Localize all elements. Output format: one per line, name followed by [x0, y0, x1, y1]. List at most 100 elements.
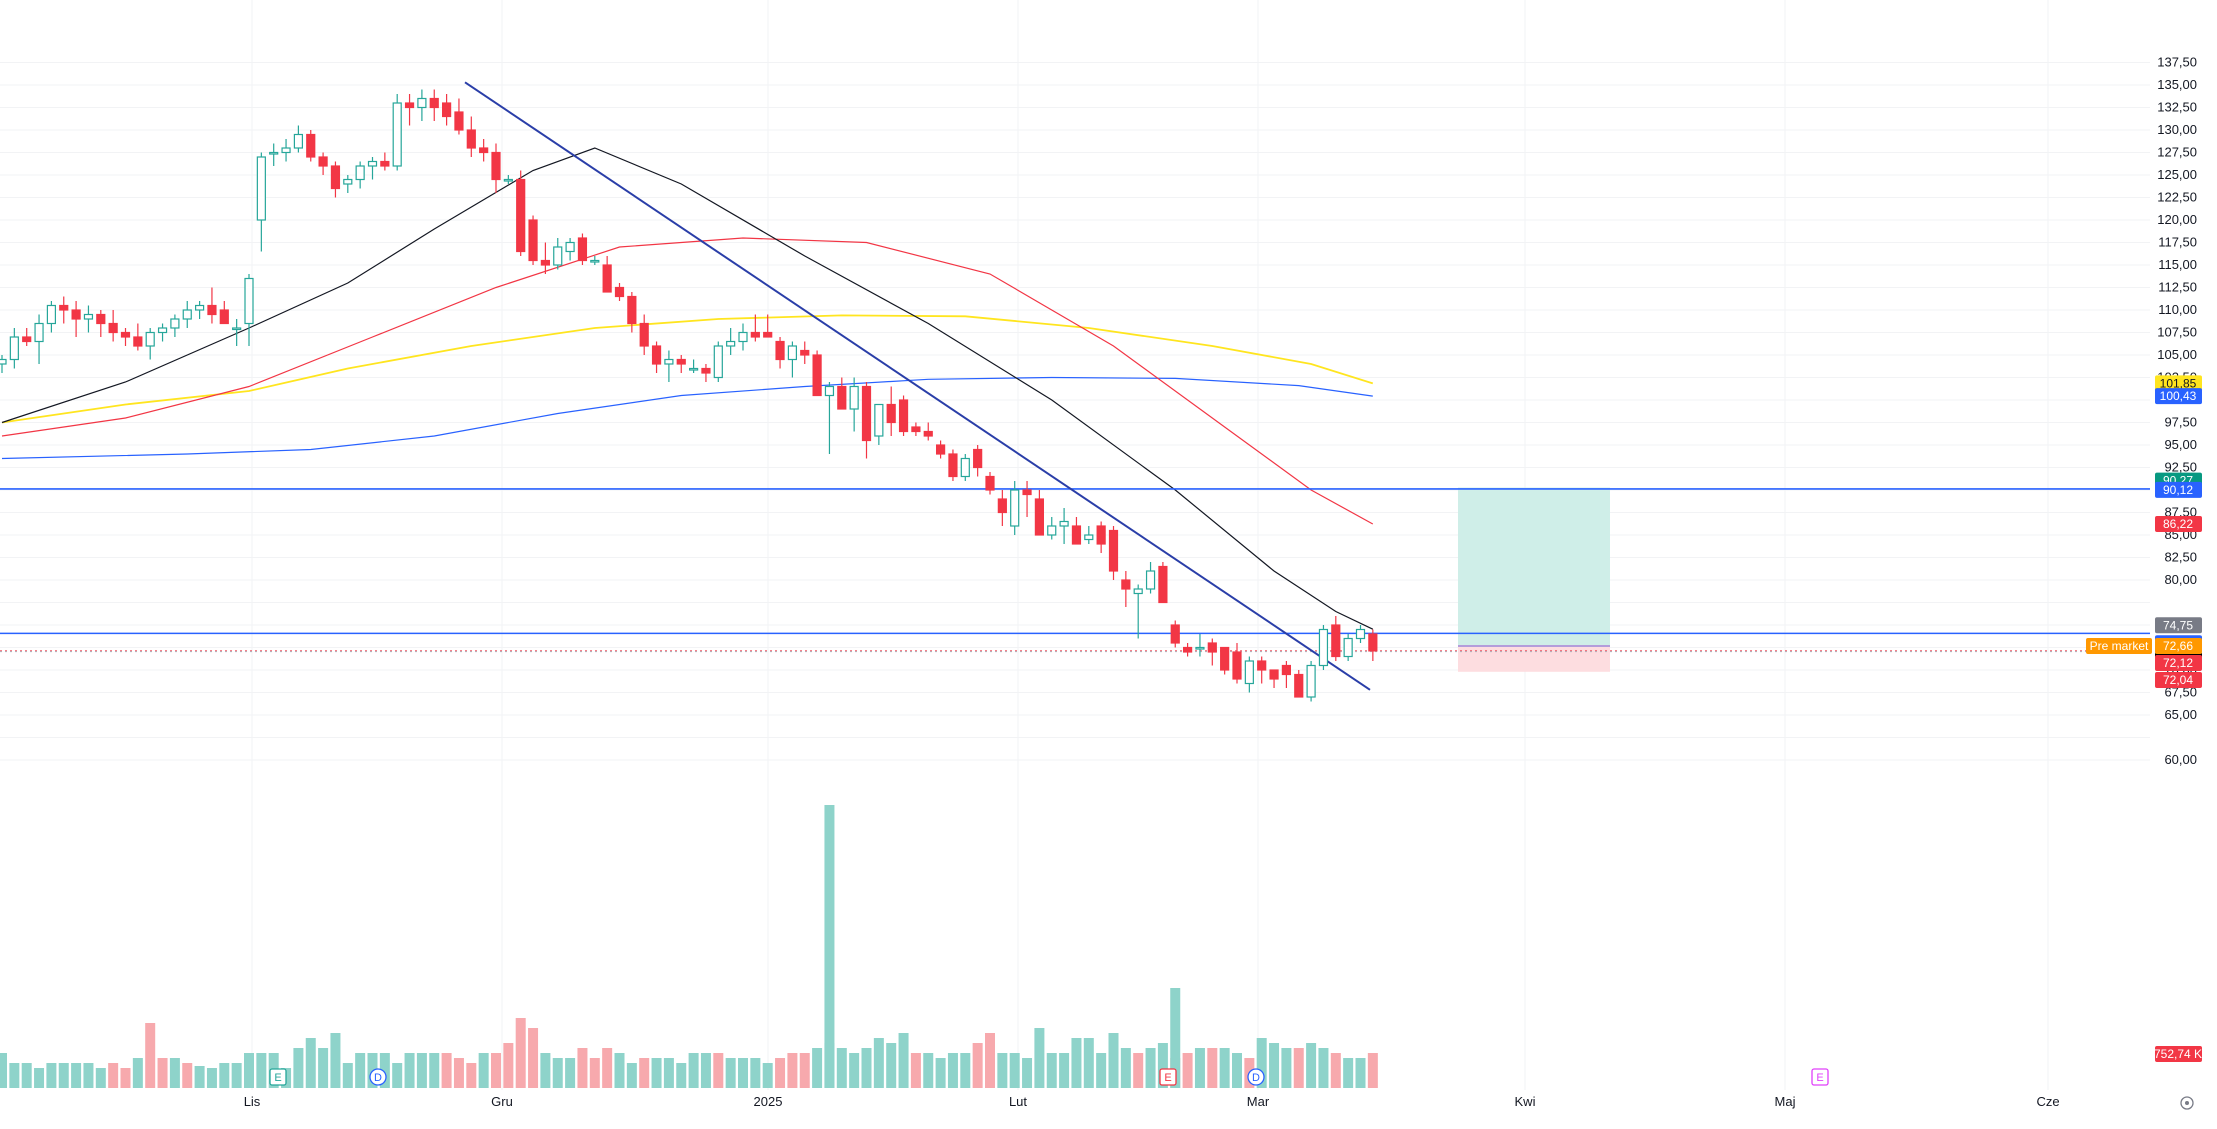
- earnings-marker: [1159, 1068, 1177, 1086]
- volume-bar: [738, 1058, 748, 1088]
- volume-bar: [318, 1048, 329, 1088]
- price-tick-label: 80,00: [2164, 572, 2197, 587]
- candle-down: [1281, 664, 1292, 676]
- candle-down: [1182, 646, 1193, 653]
- candle-down: [837, 385, 847, 410]
- volume-bar: [997, 1053, 1008, 1088]
- candle-down: [861, 385, 872, 442]
- premarket-tag: [2086, 638, 2152, 655]
- volume-bar: [861, 1048, 872, 1088]
- dividend-marker: [369, 1068, 387, 1086]
- volume-bar: [71, 1063, 82, 1088]
- volume-bar: [169, 1058, 180, 1088]
- candle-up: [293, 133, 303, 149]
- candle-up: [824, 385, 835, 397]
- ma100-line: [1, 314, 1374, 424]
- volume-tag: [2155, 1046, 2202, 1062]
- candle-down: [22, 336, 32, 343]
- volume-bar: [812, 1048, 823, 1088]
- candle-down: [306, 133, 316, 158]
- volume-bar: [9, 1063, 20, 1088]
- candle-up: [145, 331, 155, 347]
- volume-spike: [824, 805, 835, 1088]
- candle-down: [1121, 579, 1131, 590]
- volume-bar: [244, 1053, 254, 1088]
- volume-bar: [429, 1053, 440, 1088]
- volume-bar: [330, 1033, 341, 1088]
- candle-up: [688, 367, 699, 371]
- volume-bar: [1120, 1048, 1131, 1088]
- volume-bar: [528, 1028, 539, 1088]
- gear-icon[interactable]: [2180, 1096, 2194, 1110]
- price-tick-label: 137,50: [2157, 55, 2197, 70]
- candle-down: [133, 336, 143, 347]
- trendline[interactable]: [464, 81, 1371, 691]
- volume-bar: [639, 1058, 650, 1088]
- volume-bar: [1330, 1053, 1341, 1088]
- ma50-line: [1, 237, 1374, 525]
- candle-up: [1195, 646, 1205, 650]
- volume-bar: [1367, 1053, 1378, 1088]
- volume-bar: [898, 1033, 909, 1088]
- candle-down: [935, 444, 946, 455]
- volume-bar: [95, 1068, 106, 1088]
- candle-down: [71, 309, 81, 320]
- volume-bar: [1083, 1038, 1094, 1088]
- price-tag-label: 101,85: [2160, 376, 2197, 390]
- price-tick-label: 122,50: [2157, 190, 2197, 205]
- risk-reward-zone[interactable]: [1458, 487, 1610, 672]
- candle-up: [590, 259, 600, 263]
- volume-bar: [441, 1053, 452, 1088]
- price-tick-label: 87,50: [2164, 505, 2197, 520]
- price-tag: [2155, 388, 2202, 405]
- candle-down: [639, 322, 649, 347]
- volume-bar: [577, 1048, 588, 1088]
- volume-bar: [960, 1053, 971, 1088]
- volume-bar: [1269, 1043, 1280, 1088]
- volume-bar: [231, 1063, 242, 1088]
- volume-bar: [565, 1058, 576, 1088]
- horizontal-lines[interactable]: [0, 488, 2150, 653]
- volume-bar: [552, 1058, 563, 1088]
- volume-bar: [1059, 1053, 1070, 1088]
- volume-bar: [663, 1058, 674, 1088]
- price-tag: [2155, 481, 2202, 498]
- candle-down: [404, 102, 415, 109]
- volume-bar: [305, 1038, 316, 1088]
- candle-down: [120, 331, 131, 338]
- time-tick-label: Maj: [1775, 1094, 1796, 1109]
- candle-down: [96, 313, 106, 325]
- volume-tag-label: 752,74 K: [2154, 1047, 2202, 1061]
- volume-bar: [1133, 1053, 1144, 1088]
- candle-up: [9, 336, 19, 361]
- volume-bar: [132, 1058, 143, 1088]
- candle-up: [343, 178, 353, 185]
- volume-bar: [836, 1048, 847, 1088]
- volume-bar: [1096, 1053, 1107, 1088]
- price-tags: 101,85100,4390,2790,1286,2274,7574,5374,…: [2086, 375, 2202, 1062]
- candle-up: [849, 385, 859, 410]
- event-marker-label: E: [274, 1072, 281, 1084]
- time-axis[interactable]: Lis Gru 2025 Lut Mar Kwi Maj Cze: [244, 1094, 2060, 1109]
- candle-down: [330, 165, 341, 190]
- volume-bar: [1182, 1053, 1193, 1088]
- stop-zone: [1458, 646, 1610, 672]
- volume-bar: [886, 1043, 897, 1088]
- price-tick-label: 82,50: [2164, 550, 2197, 565]
- volume-bar: [503, 1043, 514, 1088]
- candle-up: [664, 358, 674, 365]
- candle-up: [1318, 628, 1329, 667]
- candle-down: [219, 309, 229, 325]
- price-tick-label: 135,00: [2157, 77, 2197, 92]
- candle-down: [1170, 624, 1180, 644]
- volume-bar: [379, 1053, 390, 1088]
- candle-down: [1207, 642, 1217, 653]
- candle-down: [540, 259, 551, 266]
- axis-settings[interactable]: [2180, 1096, 2194, 1110]
- candle-down: [479, 147, 489, 154]
- moving-averages: [1, 147, 1374, 630]
- volume-bar: [923, 1053, 934, 1088]
